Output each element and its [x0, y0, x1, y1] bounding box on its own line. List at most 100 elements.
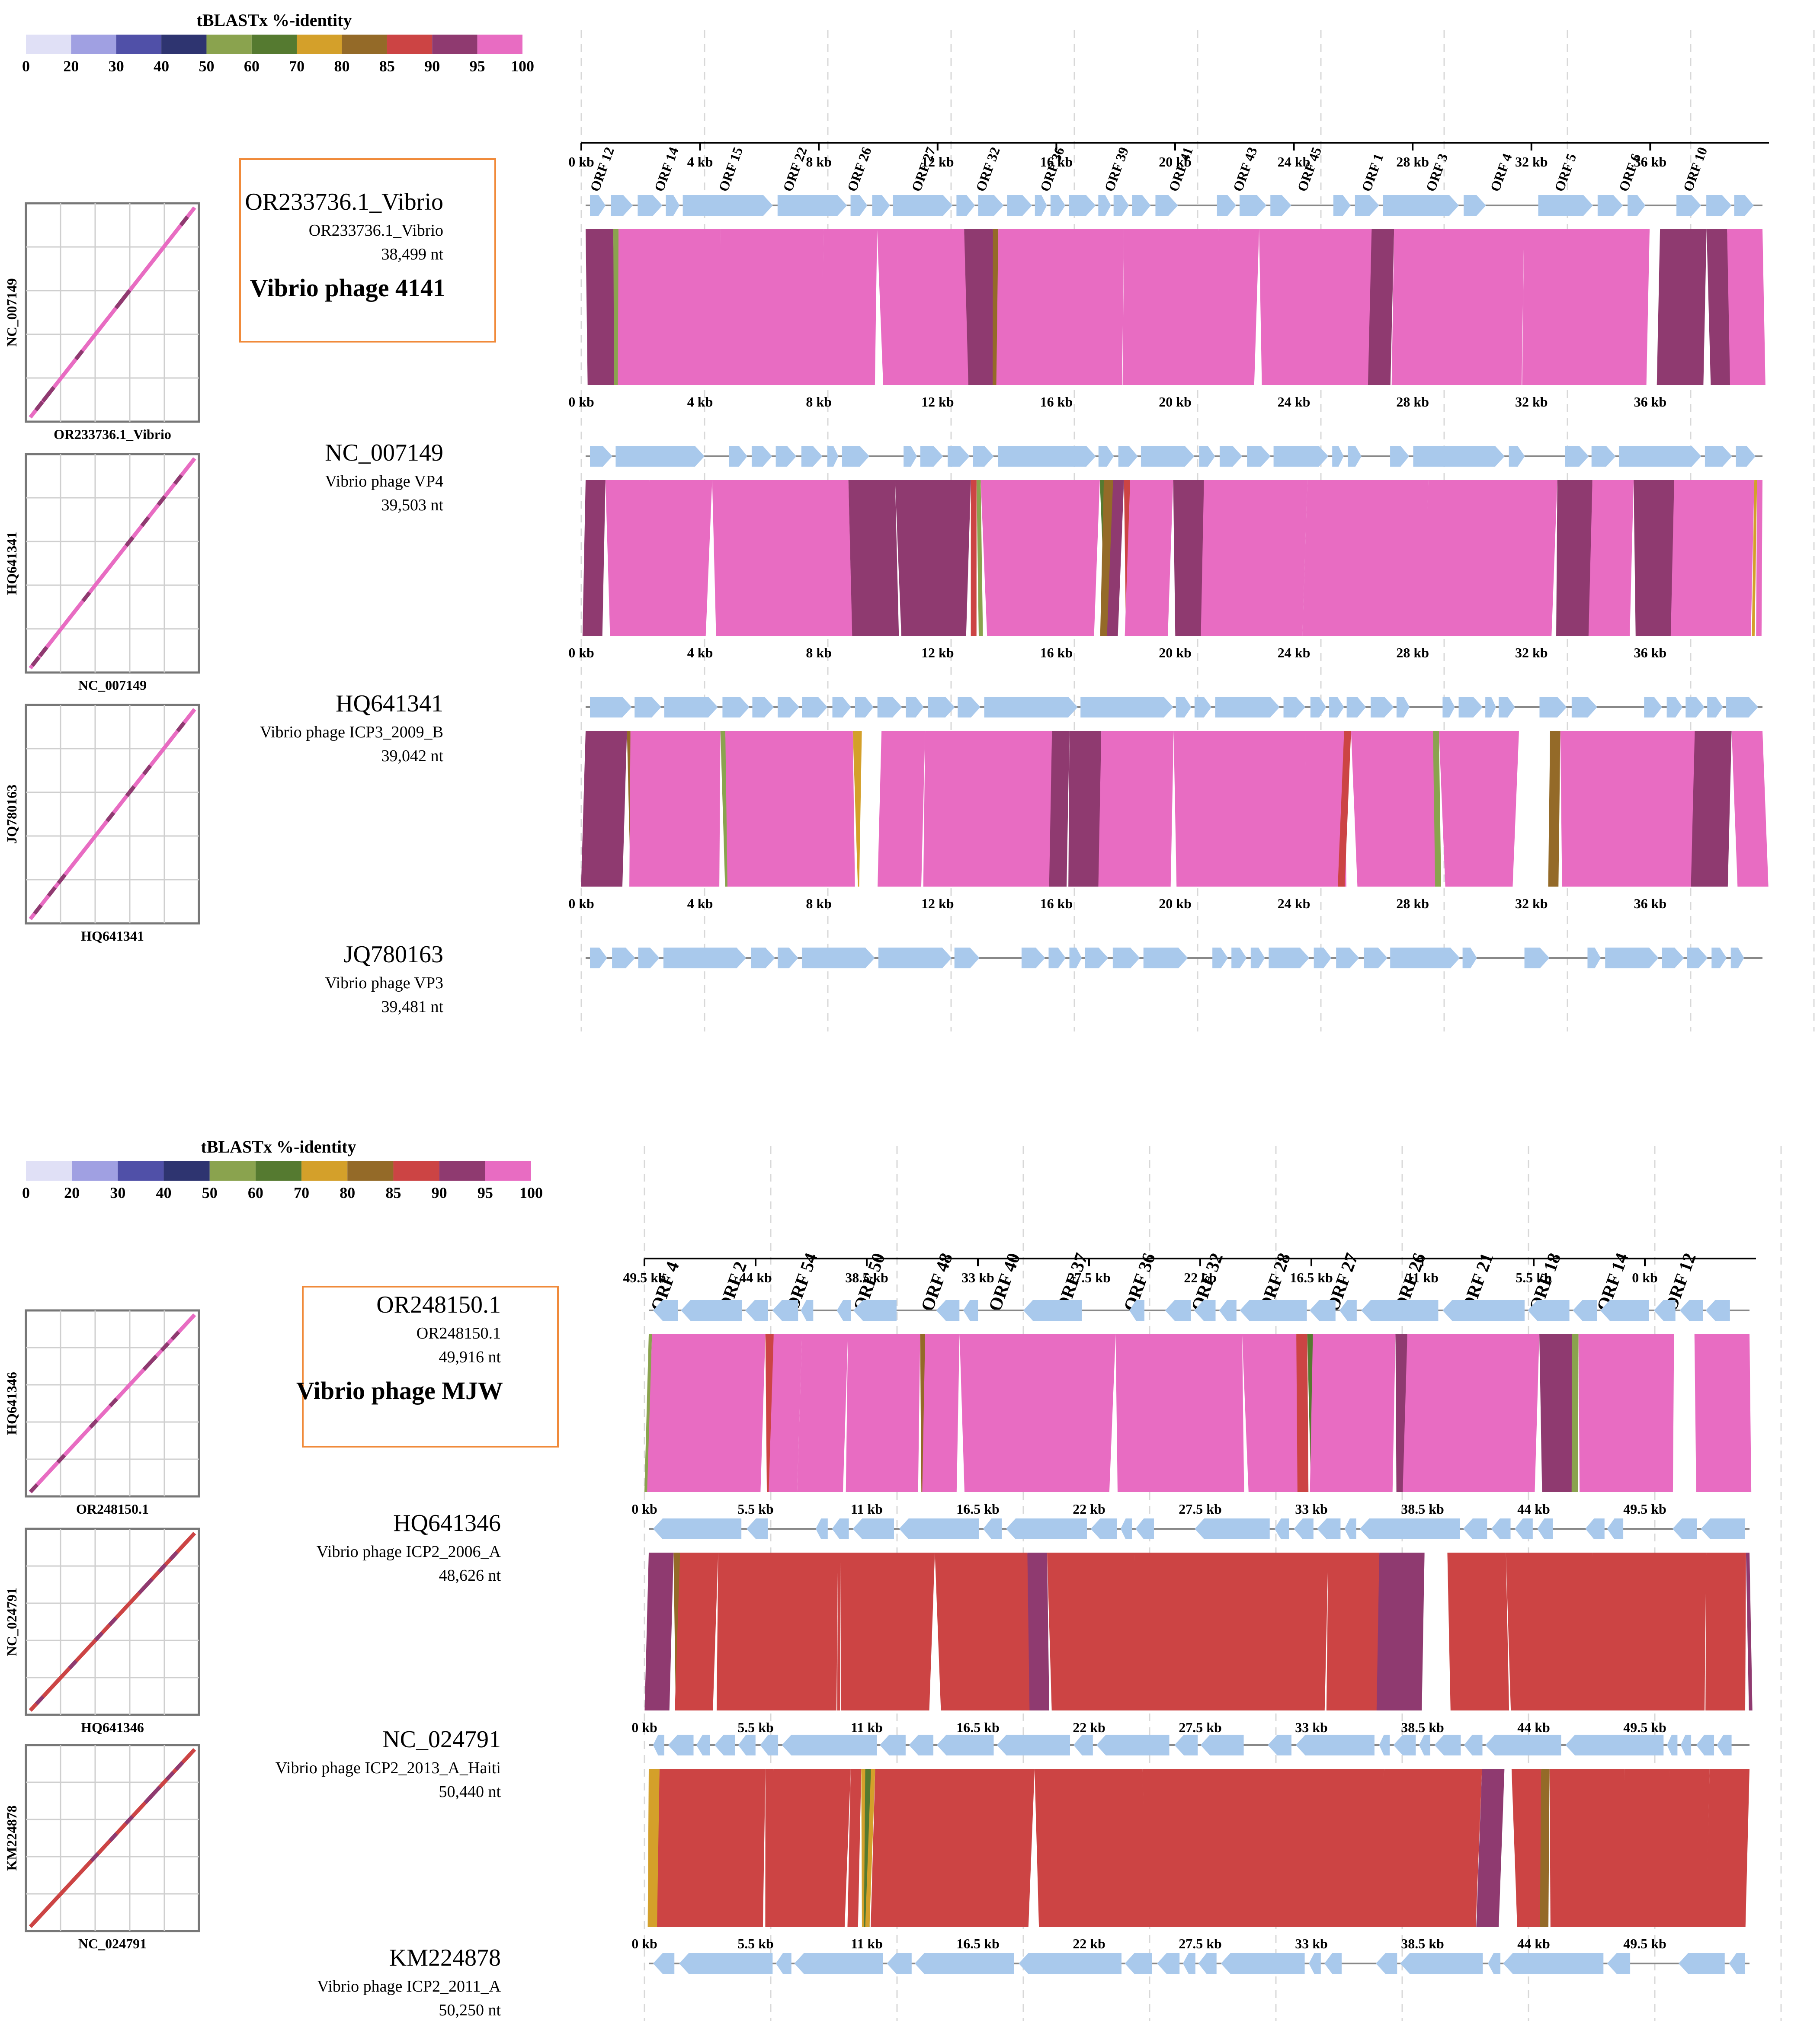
similarity-block [586, 229, 615, 385]
gene-track [586, 948, 1762, 968]
gene-arrow [1141, 446, 1195, 467]
similarity-block [647, 1769, 660, 1927]
genome-length: 50,250 nt [439, 2001, 501, 2019]
similarity-block [1213, 229, 1259, 385]
gene-arrow [1524, 948, 1550, 968]
gene-arrow [1458, 697, 1483, 717]
similarity-block [647, 1334, 766, 1492]
dotplot-segment [31, 656, 41, 667]
gene-arrow [590, 446, 612, 467]
legend-swatch [251, 35, 297, 54]
gene-arrow [1268, 1735, 1291, 1755]
gene-arrow [1730, 948, 1744, 968]
scale-tick-label: 8 kb [806, 896, 832, 911]
legend-tick: 100 [511, 58, 534, 75]
gene-arrow [615, 446, 705, 467]
similarity-block [841, 1553, 868, 1710]
dotplot-2: JQ780163 HQ641341 [4, 704, 200, 944]
gene-arrow [1198, 1953, 1217, 1974]
similarity-block [1746, 1553, 1753, 1710]
scale-tick-label: 36 kb [1634, 896, 1667, 911]
gene-arrow [853, 1300, 897, 1321]
similarity-block [643, 480, 712, 636]
genome-accession: JQ780163 [344, 941, 443, 968]
gene-arrow [1050, 195, 1066, 216]
gene-arrow [948, 446, 970, 467]
dotplot-segment [179, 215, 189, 227]
legend-swatch [297, 35, 342, 54]
gene-arrow [1155, 195, 1178, 216]
gene-arrow [1183, 1953, 1195, 1974]
legend-tick: 95 [470, 58, 485, 75]
gene-arrow [958, 697, 980, 717]
dotplot-segment [144, 1578, 154, 1588]
gene-arrow [801, 948, 875, 968]
orf-label: ORF 32 [973, 145, 1003, 193]
gene-arrow [1080, 697, 1173, 717]
similarity-block [1173, 480, 1206, 636]
gene-arrow [590, 697, 632, 717]
similarity-block [1571, 1334, 1579, 1492]
similarity-block [923, 731, 1052, 887]
similarity-block [1424, 1553, 1453, 1710]
scale-tick-label: 33 kb [1295, 1936, 1328, 1951]
genome-length: 49,916 nt [439, 1348, 501, 1366]
gene-arrow [1491, 1518, 1511, 1539]
gene-arrow [1734, 195, 1754, 216]
dotplot-y-label: KM224878 [4, 1805, 19, 1870]
similarity-block [1302, 480, 1429, 636]
gene-arrow [1270, 195, 1291, 216]
scale-tick-label: 22 kb [1073, 1720, 1105, 1735]
similarity-block [1634, 480, 1676, 636]
scale-tick-label: 33 kb [1295, 1720, 1328, 1735]
scale-tick-label: 24 kb [1278, 394, 1311, 410]
gene-arrow [1274, 1518, 1289, 1539]
gene-arrow [850, 195, 868, 216]
scale-tick-label: 36 kb [1634, 645, 1667, 660]
scale-tick-label: 5.5 kb [737, 1501, 774, 1517]
scale-tick-label: 38.5 kb [1401, 1501, 1444, 1517]
dotplot-x-label: HQ641341 [81, 928, 144, 944]
genome-1: HQ641346 Vibrio phage ICP2_2006_A 48,626 n… [317, 1510, 1753, 1735]
similarity-block [1351, 731, 1439, 887]
dotplot-segment [142, 764, 152, 775]
similarity-block [1173, 731, 1308, 887]
gene-arrow [984, 697, 1078, 717]
gene-arrow [1129, 1300, 1144, 1321]
genome-2: NC_024791 Vibrio phage ICP2_2013_A_Haiti 5… [276, 1726, 1750, 1951]
axis-tick-label: 28 kb [1396, 154, 1429, 170]
legend-swatch [163, 1161, 210, 1181]
gene-arrow [1006, 1518, 1087, 1539]
dotplot-segment [35, 1695, 45, 1705]
gene-arrow [714, 1735, 735, 1755]
scale-tick-label: 36 kb [1634, 394, 1667, 410]
legend-swatch [118, 1161, 164, 1181]
gene-arrow [1503, 1953, 1604, 1974]
legend-tick: 40 [154, 58, 169, 75]
gene-arrow [1597, 195, 1623, 216]
gene-arrow [836, 1300, 851, 1321]
gene-arrow [1348, 446, 1362, 467]
gene-arrow [653, 1735, 664, 1755]
similarity-block [1433, 731, 1442, 887]
gene-arrow [1600, 1300, 1649, 1321]
gene-arrow [899, 1518, 979, 1539]
similarity-block [1511, 1769, 1547, 1927]
gene-arrow [1212, 948, 1228, 968]
gene-arrow [1118, 446, 1138, 467]
gene-arrow [752, 697, 774, 717]
similarity-block [895, 480, 942, 636]
dotplot-segment [56, 1454, 66, 1464]
scale-tick-label: 12 kb [921, 645, 954, 660]
gene-arrow [815, 1518, 828, 1539]
gene-arrow [1317, 1518, 1341, 1539]
scale-tick-label: 4 kb [687, 394, 713, 410]
similarity-block [725, 731, 855, 887]
similarity-block [983, 1769, 1035, 1927]
similarity-block [644, 1334, 652, 1492]
legend-tick: 40 [156, 1184, 172, 1201]
similarity-block [1338, 731, 1351, 887]
similarity-block [1476, 1769, 1505, 1927]
similarity-block [712, 480, 852, 636]
gene-arrow [997, 1735, 1070, 1755]
